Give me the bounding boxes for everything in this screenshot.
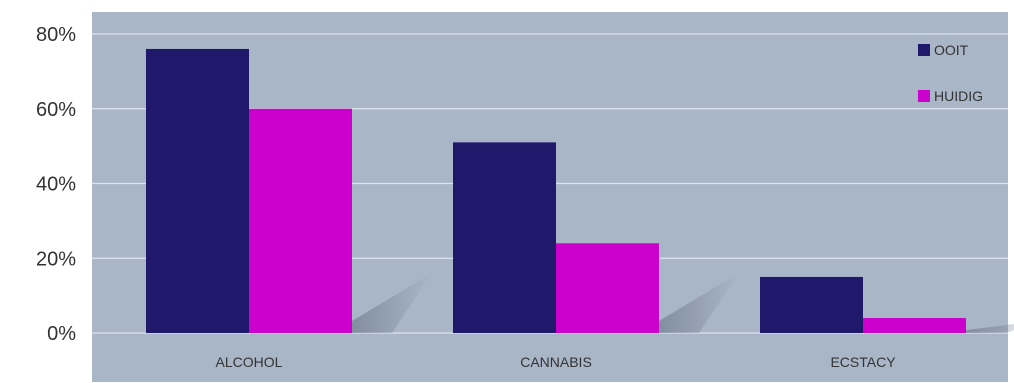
legend-swatch-huidig [918, 90, 930, 102]
bar-shadow [659, 273, 739, 333]
x-axis-categories: ALCOHOL CANNABIS ECSTACY [216, 354, 897, 370]
legend-label-ooit: OOIT [934, 42, 969, 58]
bars [146, 48, 966, 333]
bar-huidig-alcohol [249, 108, 352, 333]
bar-shadow [966, 323, 1014, 333]
legend: OOIT HUIDIG [918, 42, 983, 104]
y-tick-label: 40% [36, 174, 76, 196]
x-category-label: ECSTACY [830, 354, 896, 370]
x-category-label: CANNABIS [520, 354, 592, 370]
y-tick-label: 80% [36, 24, 76, 46]
bar-ooit-ecstacy [760, 276, 863, 333]
legend-label-huidig: HUIDIG [934, 88, 983, 104]
x-category-label: ALCOHOL [216, 354, 283, 370]
bar-ooit-cannabis [453, 142, 556, 333]
y-tick-label: 0% [47, 323, 76, 345]
bar-huidig-ecstacy [863, 318, 966, 333]
bar-shadow [352, 273, 432, 333]
legend-swatch-ooit [918, 44, 930, 56]
bar-shadows [352, 273, 1014, 333]
y-axis-ticks: 0% 20% 40% 60% 80% [36, 24, 76, 345]
y-tick-label: 60% [36, 99, 76, 121]
bar-ooit-alcohol [146, 48, 249, 333]
bar-huidig-cannabis [556, 243, 659, 333]
y-tick-label: 20% [36, 248, 76, 270]
